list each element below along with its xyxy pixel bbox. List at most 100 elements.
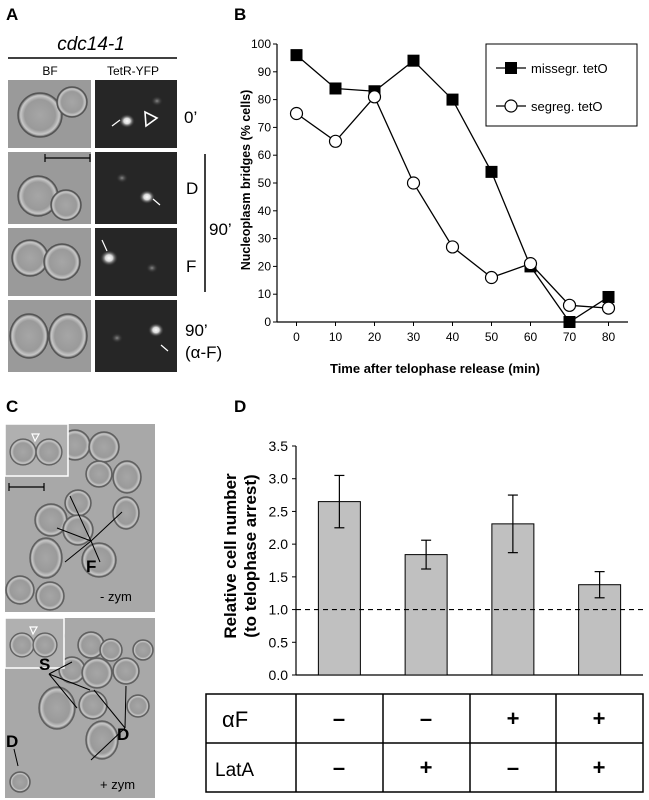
panel-b: B Nucleoplasm bridges (% cells) 0 10 20 30 4…	[234, 5, 638, 376]
chart-b-ylabel: Nucleoplasm bridges (% cells)	[239, 90, 253, 271]
data-point-missegr	[446, 93, 459, 106]
x-tick-label: 70	[563, 330, 577, 344]
cell-af-4: +	[593, 706, 606, 731]
data-point-segreg	[601, 301, 616, 315]
time-label-90: 90’	[209, 220, 232, 239]
y-tick-label: 0.0	[269, 667, 289, 683]
y-tick-label: 30	[258, 232, 272, 246]
cell-lata-1: –	[333, 755, 345, 780]
data-point-segreg	[484, 270, 499, 285]
y-tick-label: 0.5	[269, 634, 289, 650]
data-point-segreg	[406, 176, 421, 190]
panel-c-letter: C	[6, 397, 18, 416]
data-point-missegr	[290, 49, 303, 62]
arrow-icon	[152, 198, 161, 206]
arrow-icon	[111, 119, 121, 127]
x-tick-label: 30	[407, 330, 421, 344]
micrograph-bf-90min-d	[8, 152, 91, 224]
panel-d: D Relative cell number (to telophase arr…	[205, 397, 644, 793]
x-tick-label: 80	[602, 330, 616, 344]
legend-square-marker	[505, 62, 517, 74]
panel-c: C F	[4, 397, 155, 798]
bar	[404, 554, 448, 676]
data-point-segreg	[445, 240, 460, 254]
y-tick-label: 90	[258, 65, 272, 79]
panel-a: A cdc14-1 BF TetR-YFP 0’	[6, 5, 232, 372]
y-tick-label: 20	[258, 259, 272, 273]
y-tick-label: 100	[251, 37, 271, 51]
panel-d-letter: D	[234, 397, 246, 416]
y-tick-label: 40	[258, 204, 272, 218]
cell-af-1: –	[333, 706, 345, 731]
cell-lata-3: –	[507, 755, 519, 780]
data-point-missegr	[563, 316, 576, 328]
alpha-factor-label: (α-F)	[185, 343, 222, 362]
micrograph-yfp-90min-f	[95, 228, 177, 296]
micrograph-plus-zymolyase	[4, 617, 155, 798]
label-d: D	[186, 179, 198, 198]
data-point-missegr	[485, 165, 498, 178]
cell-af-2: –	[420, 706, 432, 731]
y-tick-label: 2.5	[269, 503, 289, 519]
arrowhead-icon	[31, 433, 41, 443]
y-tick-label: 3.0	[269, 471, 289, 487]
column-header-tetr-yfp: TetR-YFP	[107, 64, 159, 78]
plus-zym-label: + zym	[100, 777, 135, 792]
micrograph-yfp-90min-af	[95, 300, 177, 372]
micrograph-bf-90min-f	[8, 228, 91, 296]
y-tick-label: 1.5	[269, 569, 289, 585]
strain-label: cdc14-1	[57, 34, 125, 55]
x-tick-label: 60	[524, 330, 538, 344]
data-point-segreg	[367, 90, 382, 104]
panel-b-letter: B	[234, 5, 246, 24]
label-d-left: D	[6, 732, 18, 751]
data-point-segreg	[328, 134, 343, 148]
x-tick-label: 0	[293, 330, 300, 344]
condition-table: αF LatA – – + + – + – +	[205, 693, 644, 793]
label-d-right: D	[117, 725, 129, 744]
minus-zym-label: - zym	[100, 589, 132, 604]
chart-b-legend: missegr. tetO segreg. tetO	[485, 43, 638, 127]
x-tick-label: 20	[368, 330, 382, 344]
x-tick-label: 40	[446, 330, 460, 344]
label-f: F	[186, 257, 196, 276]
chart-d-ylabel-line1: Relative cell number	[221, 473, 240, 639]
y-tick-label: 2.0	[269, 536, 289, 552]
row-label-lata: LatA	[215, 760, 254, 781]
legend-label-segreg: segreg. tetO	[531, 99, 603, 114]
arrowhead-icon	[144, 110, 159, 128]
bar	[578, 584, 622, 676]
y-tick-label: 50	[258, 176, 272, 190]
data-point-segreg	[289, 106, 304, 121]
label-s: S	[39, 655, 50, 674]
label-f-cells: F	[86, 557, 96, 576]
data-point-segreg	[523, 257, 538, 271]
time-label-0: 0’	[184, 108, 197, 127]
data-point-missegr	[407, 54, 420, 67]
cell-lata-2: +	[420, 755, 433, 780]
y-tick-label: 1.0	[269, 602, 289, 618]
row-label-alpha-factor: αF	[222, 707, 248, 732]
y-tick-label: 0	[264, 315, 271, 329]
y-tick-label: 10	[258, 287, 272, 301]
arrowhead-icon	[29, 626, 39, 636]
chart-d-ylabel-line2: (to telophase arrest)	[241, 474, 260, 637]
arrow-icon	[101, 239, 108, 252]
micrograph-bf-0min	[8, 80, 91, 148]
micrograph-minus-zymolyase	[4, 423, 155, 612]
data-point-missegr	[329, 82, 342, 95]
y-tick-label: 3.5	[269, 438, 289, 454]
panel-a-letter: A	[6, 5, 18, 24]
y-tick-label: 80	[258, 93, 272, 107]
data-point-segreg	[562, 298, 577, 312]
chart-b-xlabel: Time after telophase release (min)	[330, 361, 540, 376]
x-tick-label: 50	[485, 330, 499, 344]
time-label-90-af: 90’	[185, 321, 208, 340]
legend-circle-marker	[504, 99, 518, 113]
column-header-bf: BF	[42, 64, 57, 78]
cell-af-3: +	[507, 706, 520, 731]
line-chart: 0 10 20 30 40 50 60 70 80 90 100 0 10 20 30 40 50 60 70 80	[251, 37, 628, 344]
micrograph-yfp-0min	[95, 80, 177, 148]
micrograph-bf-90min-af	[8, 300, 91, 372]
